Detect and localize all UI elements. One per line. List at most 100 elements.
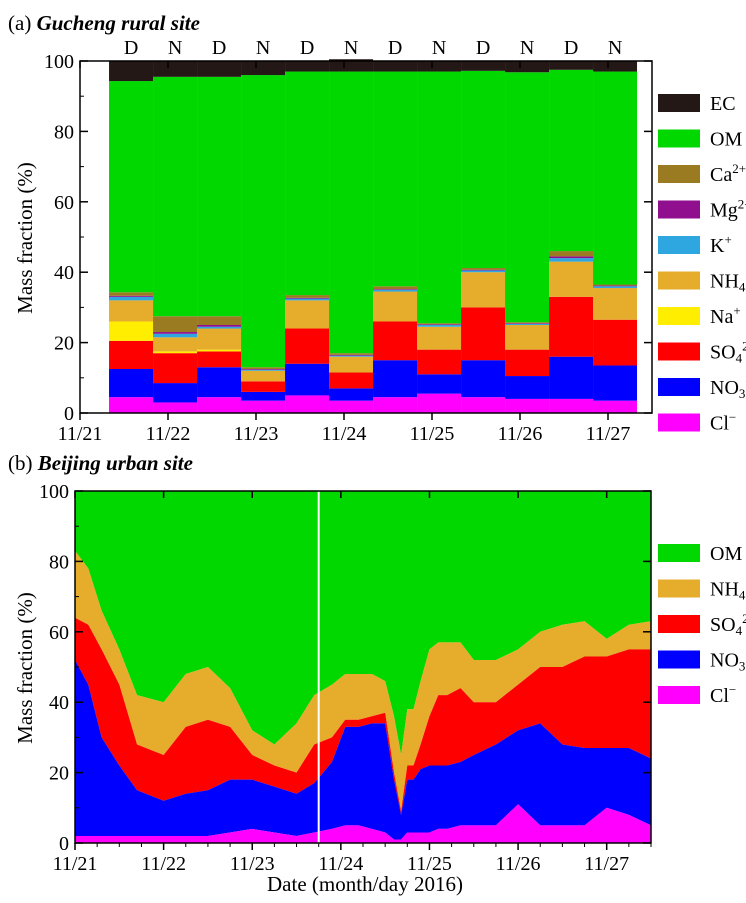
legend-swatch-nh4 — [658, 579, 700, 598]
bar-seg-cl — [549, 398, 594, 413]
period-label: D — [212, 37, 226, 59]
bar-seg-so4 — [285, 328, 330, 364]
legend-swatch-no3 — [658, 378, 700, 396]
bar-seg-om — [285, 71, 330, 296]
bar-seg-cl — [241, 400, 286, 413]
legend-label-ca: Ca2+ — [710, 161, 746, 186]
y-tick-label: 60 — [49, 622, 69, 644]
bar-seg-so4 — [197, 351, 242, 368]
legend-label-nh4: NH4+ — [710, 268, 746, 295]
bar-seg-k — [461, 270, 506, 273]
x-tick-label: 11/24 — [318, 853, 363, 875]
bar-seg-so4 — [109, 340, 154, 369]
bar-seg-mg — [109, 295, 154, 297]
panel-b-plot-area — [75, 491, 651, 843]
y-tick-label: 100 — [39, 481, 69, 503]
bar-seg-ec — [461, 61, 506, 71]
bar-seg-om — [109, 81, 154, 293]
bar-seg-no3 — [241, 391, 286, 401]
legend-label-no3: NO3− — [710, 647, 746, 674]
bar-seg-mg — [461, 269, 506, 271]
bar-seg-mg — [285, 297, 330, 299]
bar-seg-nh4 — [549, 261, 594, 297]
bar-seg-k — [109, 296, 154, 301]
bar-seg-no3 — [109, 369, 154, 398]
legend-label-cl: Cl− — [710, 682, 736, 707]
y-tick-label: 20 — [54, 333, 74, 355]
bar-seg-ca — [329, 353, 374, 355]
bar-seg-mg — [329, 354, 374, 356]
bar-seg-ec — [329, 59, 374, 72]
bar-seg-ec — [153, 61, 198, 77]
bar-seg-so4 — [549, 296, 594, 357]
panel-a-legend: EC OM Ca2+ Mg2+ K+ NH4+ Na+ SO42− NO3− Cl− — [658, 93, 746, 435]
bar-seg-so4 — [329, 372, 374, 389]
bar-seg-k — [417, 325, 462, 327]
bar-seg-cl — [109, 397, 154, 413]
x-tick-label: 11/25 — [407, 853, 452, 875]
legend-swatch-om — [658, 129, 700, 148]
bar-seg-nh4 — [197, 328, 242, 350]
bar-seg-mg — [153, 332, 198, 334]
period-label: D — [388, 37, 402, 59]
legend-label-k: K+ — [710, 232, 732, 257]
legend-swatch-ca — [658, 165, 700, 183]
bar-seg-ca — [373, 286, 418, 290]
bar-seg-cl — [285, 395, 330, 413]
x-tick-label: 11/27 — [586, 423, 631, 445]
bar-seg-k — [197, 326, 242, 329]
bar-seg-k — [505, 323, 550, 325]
y-tick-label: 40 — [49, 692, 69, 714]
legend-swatch-k — [658, 236, 700, 254]
bar-seg-ca — [197, 316, 242, 325]
x-tick-label: 11/23 — [230, 853, 275, 875]
bar-seg-om — [461, 70, 506, 268]
bar-seg-no3 — [461, 360, 506, 398]
legend-swatch-nh4 — [658, 271, 700, 290]
period-label: N — [344, 37, 358, 59]
panel-b-legend: OM NH4+ SO42− NO3− Cl− — [658, 543, 746, 707]
bar-seg-k — [285, 298, 330, 301]
bar-seg-cl — [593, 400, 638, 413]
period-label: N — [432, 37, 446, 59]
legend-label-no3: NO3− — [710, 374, 746, 401]
x-tick-label: 11/23 — [234, 423, 279, 445]
bar-seg-ca — [241, 367, 286, 369]
bar-seg-cl — [197, 397, 242, 413]
y-tick-label: 0 — [64, 403, 74, 425]
bar-seg-ca — [153, 316, 198, 333]
bar-seg-cl — [505, 398, 550, 413]
x-tick-label: 11/21 — [53, 853, 98, 875]
panel-b-x-axis-label: Date (month/day 2016) — [267, 872, 463, 896]
bar-seg-nh4 — [417, 326, 462, 350]
bar-seg-ec — [593, 61, 638, 72]
bar-seg-mg — [197, 325, 242, 327]
x-tick-label: 11/26 — [496, 853, 541, 875]
panel-b-label: (b) Beijing urban site — [8, 451, 193, 475]
bar-seg-k — [241, 369, 286, 371]
bar-seg-nh4 — [593, 288, 638, 320]
legend-label-cl: Cl− — [710, 410, 736, 435]
bar-seg-om — [373, 71, 418, 287]
x-tick-label: 11/22 — [141, 853, 186, 875]
bar-seg-mg — [241, 369, 286, 370]
bar-seg-no3 — [373, 360, 418, 398]
bar-seg-so4 — [593, 319, 638, 366]
legend-swatch-mg — [658, 200, 700, 219]
bar-seg-om — [153, 76, 198, 317]
bar-seg-so4 — [505, 349, 550, 377]
bar-seg-mg — [417, 324, 462, 325]
x-tick-label: 11/26 — [498, 423, 543, 445]
bar-seg-mg — [505, 323, 550, 324]
x-tick-label: 11/21 — [58, 423, 103, 445]
bar-seg-nh4 — [153, 337, 198, 352]
panel-a-axes: 0 20 40 60 80 100 11/21 11/22 11/23 11/24 11/25 11/… — [44, 51, 653, 445]
bar-seg-na — [153, 351, 198, 354]
bar-seg-nh4 — [505, 325, 550, 350]
bar-seg-cl — [153, 402, 198, 413]
bar-seg-cl — [329, 400, 374, 413]
panel-a-plot-area — [109, 59, 638, 413]
bar-seg-so4 — [461, 307, 506, 361]
